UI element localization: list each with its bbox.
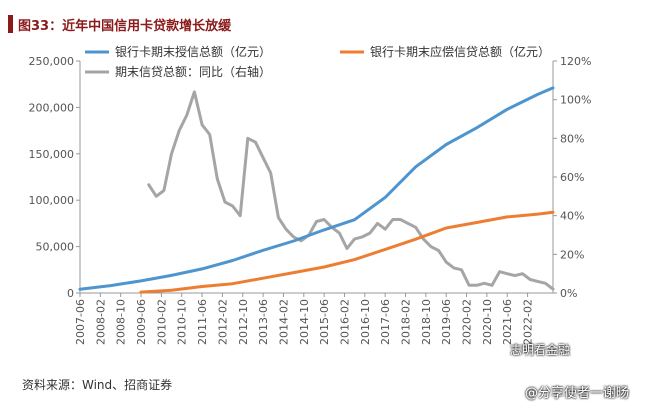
watermark-handle: 志明看金融 [510, 343, 571, 357]
x-tick-label: 2014-10 [298, 299, 311, 345]
right-tick-label: 80% [560, 132, 584, 145]
legend-label-3: 期末信贷总额：同比（右轴） [115, 64, 271, 79]
left-tick-label: 250,000 [29, 55, 75, 68]
x-tick-label: 2008-02 [94, 299, 107, 345]
x-tick-label: 2013-06 [257, 299, 270, 345]
x-tick-label: 2022-02 [522, 299, 535, 345]
right-tick-label: 20% [560, 248, 584, 261]
right-tick-label: 40% [560, 210, 584, 223]
x-tick-label: 2021-06 [501, 299, 514, 345]
x-tick-label: 2018-02 [400, 299, 413, 345]
series-line-1 [78, 86, 555, 291]
x-tick-label: 2017-06 [379, 299, 392, 345]
x-tick-label: 2010-02 [155, 299, 168, 345]
left-tick-label: 50,000 [36, 241, 75, 254]
x-tick-label: 2015-06 [318, 299, 331, 345]
left-tick-label: 100,000 [29, 194, 75, 207]
left-tick-label: 150,000 [29, 148, 75, 161]
x-tick-label: 2012-10 [237, 299, 250, 345]
x-tick-label: 2020-02 [461, 299, 474, 345]
x-tick-label: 2016-02 [338, 299, 351, 345]
title-accent-bar [8, 15, 13, 33]
x-tick-label: 2018-10 [420, 299, 433, 345]
left-tick-label: 0 [67, 287, 74, 300]
right-tick-label: 60% [560, 171, 584, 184]
legend-label-1: 银行卡期末授信总额（亿元） [115, 44, 271, 59]
watermark-weibo: @分享使者一谢旸 [525, 386, 630, 401]
legend: 银行卡期末授信总额（亿元） 银行卡期末应偿信贷总额（亿元） 期末信贷总额：同比（右轴… [85, 44, 550, 79]
right-tick-label: 120% [560, 55, 591, 68]
x-tick-label: 2009-06 [135, 299, 148, 345]
chart-title: 图33：近年中国信用卡贷款增长放缓 [18, 19, 232, 34]
source-note: 资料来源：Wind、招商证券 [22, 378, 173, 392]
series-line-2 [139, 210, 555, 294]
x-tick-label: 2020-10 [481, 299, 494, 345]
left-tick-label: 200,000 [29, 101, 75, 114]
x-tick-label: 2016-10 [359, 299, 372, 345]
right-tick-label: 0% [560, 287, 577, 300]
x-tick-label: 2019-06 [440, 299, 453, 345]
right-tick-label: 100% [560, 94, 591, 107]
x-tick-label: 2012-02 [216, 299, 229, 345]
x-tick-label: 2014-02 [277, 299, 290, 345]
axes: 0 50,000 100,000 150,000 200,000 250,000 0% 20%… [29, 55, 592, 345]
series-line-3 [147, 90, 555, 291]
x-tick-label: 2011-06 [196, 299, 209, 345]
legend-label-2: 银行卡期末应偿信贷总额（亿元） [370, 44, 550, 59]
x-tick-label: 2007-06 [74, 299, 87, 345]
series-layer [78, 86, 555, 294]
x-tick-label: 2008-10 [115, 299, 128, 345]
x-tick-label: 2010-10 [176, 299, 189, 345]
